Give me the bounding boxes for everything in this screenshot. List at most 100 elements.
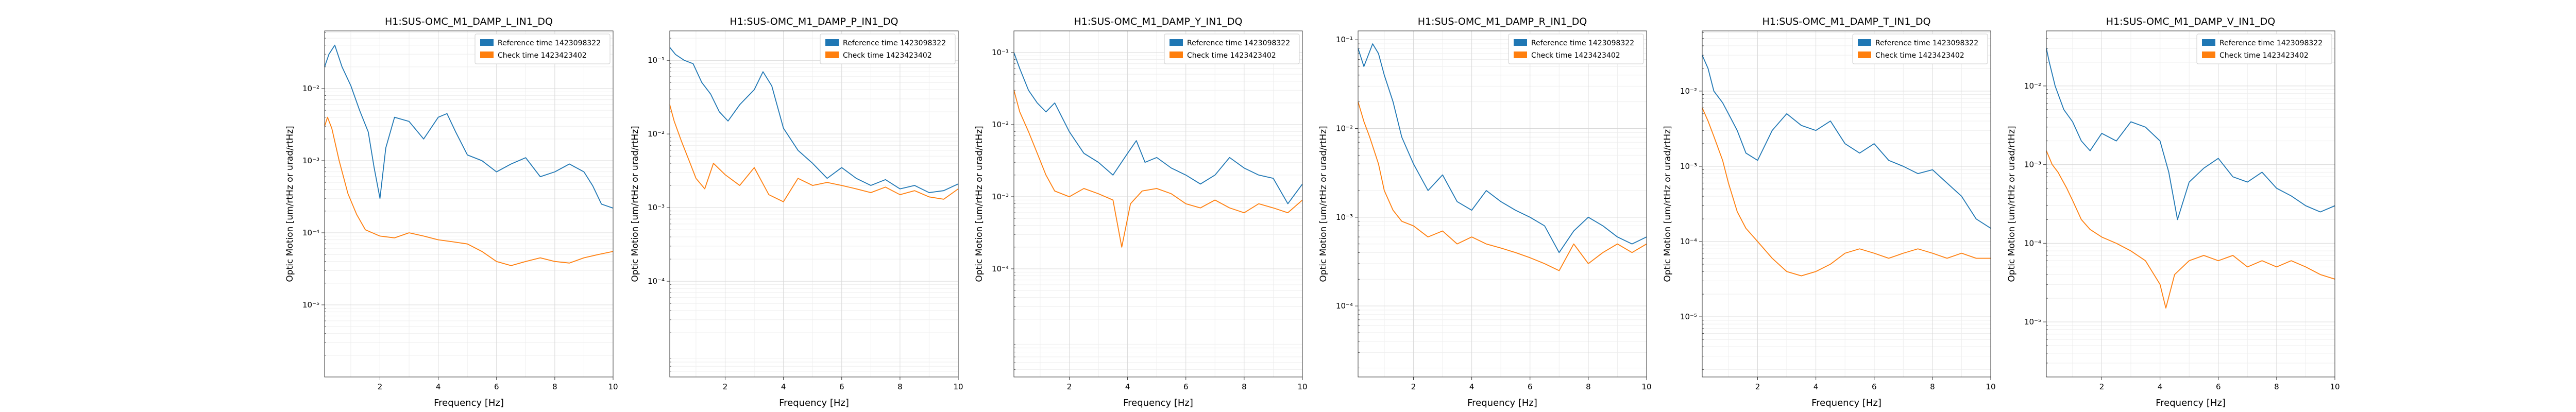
chart-title: H1:SUS-OMC_M1_DAMP_R_IN1_DQ — [1418, 16, 1587, 27]
chart-title: H1:SUS-OMC_M1_DAMP_Y_IN1_DQ — [1074, 16, 1242, 27]
legend-box — [2196, 33, 2332, 64]
legend-entry: Check time 1423423402 — [2219, 52, 2309, 60]
x-tick-label: 8 — [2274, 382, 2279, 391]
series-line-check — [1358, 101, 1647, 271]
y-axis-label: Optic Motion [um/rtHz or urad/rtHz] — [285, 126, 295, 282]
y-tick-label: 10⁻² — [302, 84, 319, 93]
legend-swatch — [480, 39, 494, 46]
x-tick-label: 2 — [723, 382, 728, 391]
x-tick-label: 10 — [608, 382, 618, 391]
y-tick-label: 10⁻² — [1336, 124, 1353, 133]
legend: Reference time 1423098322 Check time 1423… — [1852, 33, 1988, 64]
x-tick-label: 10 — [1297, 382, 1307, 391]
chart-title: H1:SUS-OMC_M1_DAMP_P_IN1_DQ — [730, 16, 899, 27]
legend: Reference time 1423098322 Check time 1423… — [820, 33, 956, 64]
x-tick-label: 10 — [2330, 382, 2340, 391]
series-line-reference — [2046, 48, 2335, 220]
legend-box — [474, 33, 611, 64]
y-tick-label: 10⁻¹ — [648, 56, 665, 65]
x-tick-label: 8 — [552, 382, 557, 391]
series-line-check — [1702, 107, 1991, 277]
x-tick-label: 4 — [436, 382, 441, 391]
x-tick-label: 6 — [1528, 382, 1533, 391]
plot-frame — [1358, 30, 1647, 377]
series-line-reference — [1702, 55, 1991, 229]
y-tick-label: 10⁻¹ — [992, 48, 1009, 57]
x-tick-label: 10 — [953, 382, 963, 391]
y-axis-label: Optic Motion [um/rtHz or urad/rtHz] — [1663, 126, 1673, 282]
x-tick-label: 2 — [378, 382, 383, 391]
y-tick-label: 10⁻⁴ — [1336, 301, 1353, 311]
x-tick-label: 8 — [1930, 382, 1935, 391]
x-tick-label: 6 — [494, 382, 499, 391]
plot-area — [1702, 31, 1991, 377]
y-tick-label: 10⁻² — [992, 120, 1009, 129]
x-axis-label: Frequency [Hz] — [1123, 398, 1193, 408]
chart-panel-2: 2 4 6 8 10 10⁻⁴ 10⁻³ 10⁻² 10⁻¹ H1:SUS-OMC_M1_DAMP… — [974, 16, 1308, 408]
chart-panel-4: 2 4 6 8 10 10⁻⁵ 10⁻⁴ 10⁻³ 10⁻² H1:SUS-OMC_M1_DAMP… — [1663, 16, 1996, 408]
legend: Reference time 1423098322 Check time 1423… — [474, 33, 611, 64]
plot-area — [670, 31, 958, 377]
chart-title: H1:SUS-OMC_M1_DAMP_V_IN1_DQ — [2106, 16, 2275, 27]
plot-frame — [669, 30, 959, 377]
legend-swatch — [1858, 39, 1871, 46]
y-tick-label: 10⁻⁴ — [302, 228, 319, 237]
y-tick-label: 10⁻⁵ — [1680, 312, 1697, 321]
y-tick-label: 10⁻² — [648, 129, 665, 139]
legend-swatch — [480, 52, 494, 58]
legend-swatch — [2202, 39, 2215, 46]
x-tick-label: 6 — [1183, 382, 1189, 391]
legend-swatch — [1514, 52, 1527, 58]
y-axis-label: Optic Motion [um/rtHz or urad/rtHz] — [2007, 126, 2017, 282]
y-tick-label: 10⁻² — [1680, 87, 1697, 96]
y-tick-label: 10⁻⁵ — [2024, 317, 2041, 327]
y-tick-label: 10⁻³ — [992, 192, 1009, 201]
legend-box — [1508, 33, 1644, 64]
plot-area — [325, 31, 613, 377]
x-tick-label: 2 — [1067, 382, 1072, 391]
legend-entry: Reference time 1423098322 — [1187, 39, 1290, 47]
x-tick-label: 4 — [1469, 382, 1475, 391]
x-tick-label: 8 — [1242, 382, 1247, 391]
x-tick-label: 2 — [1411, 382, 1416, 391]
x-tick-label: 4 — [2158, 382, 2163, 391]
plot-frame — [1013, 30, 1303, 377]
legend-entry: Check time 1423423402 — [498, 52, 587, 60]
plot-area — [1358, 31, 1647, 377]
series-line-reference — [1013, 52, 1303, 204]
legend-box — [820, 33, 956, 64]
y-tick-label: 10⁻⁴ — [992, 264, 1009, 273]
y-tick-label: 10⁻⁴ — [648, 277, 665, 286]
y-tick-label: 10⁻⁴ — [2024, 238, 2041, 248]
x-axis-label: Frequency [Hz] — [1811, 398, 1882, 408]
y-tick-label: 10⁻⁴ — [1680, 237, 1697, 246]
x-tick-label: 2 — [2099, 382, 2105, 391]
y-axis-label: Optic Motion [um/rtHz or urad/rtHz] — [630, 126, 640, 282]
x-tick-label: 2 — [1755, 382, 1760, 391]
legend-entry: Check time 1423423402 — [843, 52, 932, 60]
series-line-reference — [669, 47, 959, 193]
y-axis-label: Optic Motion [um/rtHz or urad/rtHz] — [1318, 126, 1329, 282]
chart-panel-3: 2 4 6 8 10 10⁻⁴ 10⁻³ 10⁻² 10⁻¹ H1:SUS-OMC_M1_DAMP… — [1318, 16, 1652, 408]
legend-entry: Reference time 1423098322 — [1531, 39, 1634, 47]
y-tick-label: 10⁻³ — [2024, 160, 2041, 169]
legend: Reference time 1423098322 Check time 1423… — [1164, 33, 1300, 64]
series-line-reference — [324, 44, 614, 209]
y-tick-label: 10⁻³ — [648, 203, 665, 212]
chart-panel-5: 2 4 6 8 10 10⁻⁵ 10⁻⁴ 10⁻³ 10⁻² H1:SUS-OMC_M1_DAMP… — [2007, 16, 2340, 408]
legend-entry: Reference time 1423098322 — [843, 39, 946, 47]
y-tick-label: 10⁻³ — [302, 156, 319, 165]
y-tick-label: 10⁻³ — [1680, 162, 1697, 171]
series-line-check — [324, 116, 614, 266]
legend-swatch — [1514, 39, 1527, 46]
legend-entry: Check time 1423423402 — [1875, 52, 1964, 60]
x-tick-label: 8 — [897, 382, 903, 391]
legend-box — [1852, 33, 1988, 64]
legend-swatch — [1858, 52, 1871, 58]
y-tick-label: 10⁻² — [2024, 81, 2041, 91]
x-tick-label: 10 — [1641, 382, 1651, 391]
chart-panel-0: 2 4 6 8 10 10⁻⁵ 10⁻⁴ 10⁻³ 10⁻² H1:SUS-OMC_M1_DAMP… — [285, 16, 618, 408]
legend-swatch — [1170, 39, 1183, 46]
x-axis-label: Frequency [Hz] — [2156, 398, 2226, 408]
